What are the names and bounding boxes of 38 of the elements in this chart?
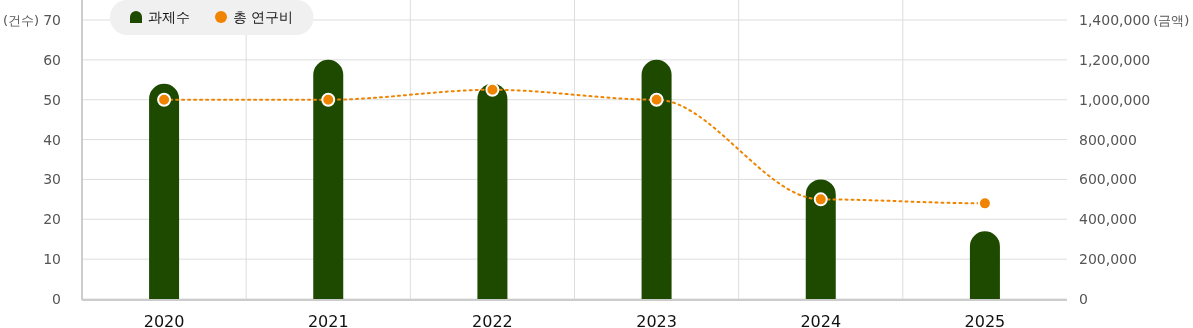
y2-tick-label: 400,000	[1079, 211, 1137, 228]
point	[813, 192, 828, 207]
x-tick-label: 2023	[636, 312, 677, 328]
y2-axis-title: (금액)	[1153, 13, 1190, 28]
y-tick-label: 20	[43, 211, 61, 228]
bar	[641, 59, 672, 299]
y2-tick-label: 1,200,000	[1079, 51, 1151, 68]
x-tick-label: 2020	[143, 312, 185, 328]
bar	[477, 83, 508, 299]
y-tick-label: 70	[43, 12, 61, 28]
bar	[313, 59, 344, 299]
y-axis-title: (건수)	[3, 13, 40, 28]
point	[977, 196, 992, 211]
x-tick-label: 2021	[307, 312, 349, 328]
bar	[805, 179, 836, 299]
y-tick-label: 50	[43, 91, 61, 108]
y-tick-label: 0	[52, 291, 61, 307]
x-tick-label: 2024	[800, 312, 842, 328]
y2-tick-label: 600,000	[1079, 171, 1137, 188]
legend-label: 총 연구비	[233, 9, 294, 25]
bar	[969, 231, 1000, 299]
y-tick-label: 10	[43, 251, 61, 268]
y2-tick-label: 1,400,000	[1079, 12, 1151, 28]
point	[485, 82, 500, 97]
point	[157, 92, 172, 107]
bar	[149, 83, 180, 299]
y-tick-label: 40	[43, 131, 61, 148]
legend-label: 과제수	[148, 9, 190, 25]
point	[649, 92, 664, 107]
point	[321, 92, 336, 107]
y2-tick-label: 0	[1079, 291, 1088, 307]
y2-tick-label: 1,000,000	[1079, 91, 1151, 108]
y2-tick-label: 800,000	[1079, 131, 1137, 148]
y2-tick-label: 200,000	[1079, 251, 1137, 268]
y-tick-label: 60	[43, 51, 61, 68]
y-tick-label: 30	[43, 171, 61, 188]
x-tick-label: 2022	[472, 312, 513, 328]
x-tick-label: 2025	[964, 312, 1006, 328]
